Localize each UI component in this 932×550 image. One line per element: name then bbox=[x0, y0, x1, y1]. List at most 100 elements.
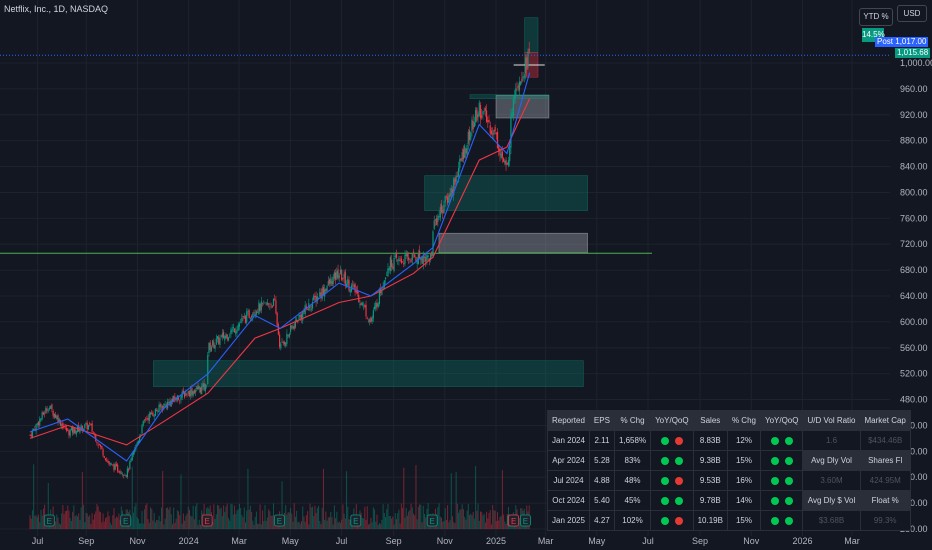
col-sales: Sales bbox=[692, 410, 728, 431]
candle-body bbox=[434, 219, 437, 221]
volume-bar bbox=[188, 509, 190, 529]
cell-eps-chg: 1,658% bbox=[613, 430, 652, 451]
volume-bar bbox=[132, 512, 134, 529]
candle-body bbox=[289, 325, 292, 333]
candle-body bbox=[442, 209, 444, 214]
candle-body bbox=[119, 471, 121, 474]
volume-bar bbox=[302, 506, 304, 529]
volume-bar bbox=[263, 521, 265, 529]
candle-body bbox=[393, 258, 395, 272]
candle-body bbox=[162, 405, 164, 410]
volume-bar bbox=[371, 522, 373, 529]
volume-bar bbox=[182, 513, 184, 529]
volume-bar bbox=[459, 509, 461, 529]
volume-bar bbox=[226, 503, 228, 529]
time-axis[interactable]: Jul Sep Nov 2024 Mar May Jul Sep Nov 2025 Mar May Ju… bbox=[32, 536, 860, 546]
volume-bar bbox=[119, 519, 121, 529]
candle-body bbox=[185, 393, 187, 396]
candle-body bbox=[51, 404, 53, 410]
ytd-button[interactable]: YTD % bbox=[859, 8, 893, 26]
volume-bar bbox=[193, 519, 195, 529]
candle-body bbox=[263, 300, 265, 302]
candle-body bbox=[282, 342, 284, 343]
candle-body bbox=[397, 260, 399, 261]
volume-bar bbox=[264, 504, 266, 529]
time-tick-label: Sep bbox=[78, 536, 94, 546]
earnings-marker bbox=[120, 514, 132, 527]
candle-body bbox=[177, 396, 180, 400]
candle-body bbox=[97, 444, 99, 446]
volume-bar bbox=[291, 513, 293, 529]
zones-layer bbox=[153, 17, 588, 387]
candle-body bbox=[409, 258, 411, 260]
cell-sales-chg: 15% bbox=[726, 450, 761, 471]
candle-body bbox=[438, 216, 440, 217]
candle-body bbox=[433, 220, 435, 229]
candle-body bbox=[221, 333, 223, 337]
volume-bar bbox=[425, 517, 427, 529]
volume-bar bbox=[237, 509, 239, 529]
candle-body bbox=[160, 406, 163, 408]
price-axis[interactable]: 280.00 320.00 360.00 400.00 440.00 480.00 520.… bbox=[900, 58, 932, 534]
candle-body bbox=[490, 130, 493, 134]
volume-bar bbox=[313, 515, 315, 529]
candle-body bbox=[512, 98, 514, 116]
volume-bar bbox=[420, 504, 422, 529]
volume-bar bbox=[464, 516, 466, 529]
volume-bar bbox=[219, 508, 221, 529]
price-tick-label: 880.00 bbox=[900, 136, 928, 146]
candle-body bbox=[352, 284, 354, 286]
candle-body bbox=[518, 81, 521, 91]
candle-body bbox=[376, 302, 378, 307]
post-price-tag: Post 1,017.00 bbox=[875, 37, 929, 47]
volume-bar bbox=[69, 518, 71, 529]
volume-bar bbox=[156, 519, 158, 529]
candle-body bbox=[184, 391, 186, 398]
candle-body bbox=[220, 335, 222, 337]
candle-body bbox=[381, 290, 383, 295]
candle-body bbox=[129, 461, 131, 470]
volume-bar bbox=[41, 515, 43, 529]
earnings-marker bbox=[43, 514, 55, 527]
volume-bar bbox=[243, 507, 245, 529]
col-market-cap: Market Cap bbox=[859, 410, 911, 431]
currency-button[interactable]: USD bbox=[897, 5, 927, 22]
volume-bar bbox=[285, 505, 287, 529]
candle-body bbox=[324, 289, 326, 297]
candle-body bbox=[356, 290, 359, 294]
candle-body bbox=[341, 269, 343, 281]
volume-bar bbox=[347, 506, 349, 529]
candle-body bbox=[297, 321, 299, 323]
volume-bar bbox=[187, 506, 189, 529]
candle-body bbox=[138, 436, 141, 443]
candle-body bbox=[337, 269, 339, 279]
candle-body bbox=[479, 104, 482, 119]
candle-body bbox=[501, 151, 504, 158]
volume-bar bbox=[400, 503, 402, 529]
candle-body bbox=[503, 158, 505, 162]
volume-bar bbox=[214, 518, 216, 529]
candle-body bbox=[50, 405, 52, 409]
volume-bar bbox=[191, 516, 193, 529]
candle-body bbox=[306, 309, 309, 310]
candle-body bbox=[265, 304, 267, 305]
candle-body bbox=[153, 415, 155, 417]
horizontal-lines bbox=[0, 54, 890, 254]
candle-body bbox=[37, 421, 40, 426]
volume-bar bbox=[408, 511, 410, 529]
volume-bar bbox=[476, 510, 478, 529]
candle-body bbox=[328, 279, 331, 284]
volume-bar bbox=[348, 519, 350, 529]
candle-body bbox=[429, 254, 432, 260]
candle-body bbox=[344, 271, 346, 285]
candle-body bbox=[48, 407, 51, 410]
status-dot bbox=[660, 476, 669, 485]
price-tick-label: 320.00 bbox=[900, 498, 928, 508]
volume-bar bbox=[319, 520, 321, 529]
candle-body bbox=[392, 266, 394, 269]
status-dot bbox=[660, 456, 669, 465]
candle-body bbox=[375, 302, 377, 309]
volume-bar bbox=[410, 503, 412, 529]
volume-bar bbox=[439, 516, 441, 529]
